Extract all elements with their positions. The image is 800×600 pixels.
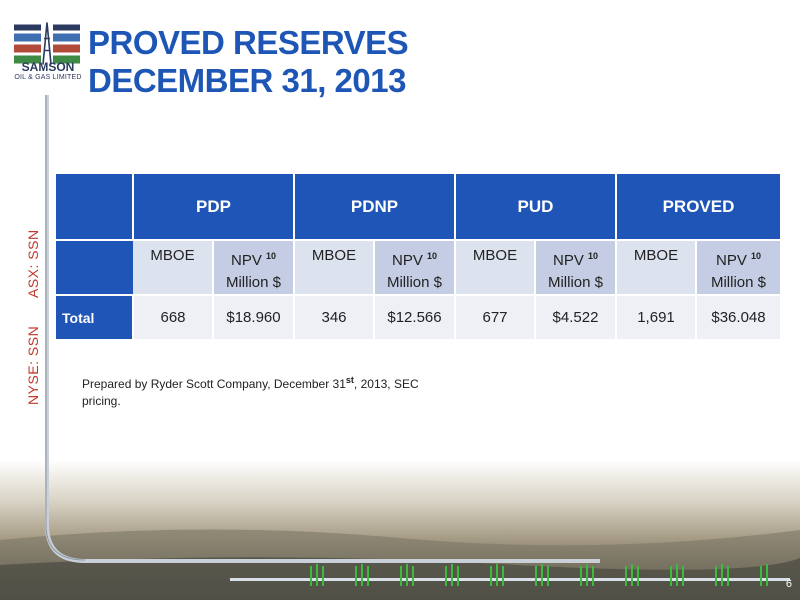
cell-pdnp-mboe: 346 xyxy=(294,294,375,339)
table-row-total: Total 668 $18.960 346 $12.566 677 $4.522… xyxy=(56,294,780,339)
cell-pdnp-npv: $12.566 xyxy=(374,294,456,339)
cell-proved-npv: $36.048 xyxy=(696,294,780,339)
slide-title: PROVED RESERVES DECEMBER 31, 2013 xyxy=(88,24,409,100)
subheader-mboe: MBOE xyxy=(455,239,536,295)
proved-reserves-table: PDP PDNP PUD PROVED MBOE NPV 10 Million $… xyxy=(56,174,780,339)
cell-pdp-npv: $18.960 xyxy=(213,294,295,339)
subheader-npv: NPV 10 Million $ xyxy=(696,239,780,295)
table-subheader-row: MBOE NPV 10 Million $ MBOE NPV 10 Million … xyxy=(56,239,780,295)
subheader-npv: NPV 10 Million $ xyxy=(213,239,295,295)
subheader-npv: NPV 10 Million $ xyxy=(374,239,456,295)
company-logo xyxy=(14,20,80,67)
ground-strata-background xyxy=(0,460,800,600)
header-blank-cell xyxy=(56,174,134,240)
subheader-mboe: MBOE xyxy=(133,239,214,295)
title-line-2: DECEMBER 31, 2013 xyxy=(88,62,406,99)
subheader-mboe: MBOE xyxy=(616,239,697,295)
cell-proved-mboe: 1,691 xyxy=(616,294,697,339)
header-pdnp: PDNP xyxy=(294,174,456,240)
asx-ticker: ASX: SSN xyxy=(25,229,41,298)
cell-pdp-mboe: 668 xyxy=(133,294,214,339)
logo-company-subtitle: OIL & GAS LIMITED xyxy=(14,74,82,81)
header-pdp: PDP xyxy=(133,174,295,240)
header-pud: PUD xyxy=(455,174,617,240)
wellbore-pipe xyxy=(45,95,600,563)
well-laterals xyxy=(310,564,768,586)
source-note: Prepared by Ryder Scott Company, Decembe… xyxy=(82,375,419,408)
page-number: 6 xyxy=(785,578,792,590)
table-header-row: PDP PDNP PUD PROVED xyxy=(56,174,780,240)
subheader-npv: NPV 10 Million $ xyxy=(535,239,617,295)
subheader-mboe: MBOE xyxy=(294,239,375,295)
logo-company-name: SAMSON xyxy=(21,60,75,74)
nyse-ticker: NYSE: SSN xyxy=(25,325,41,405)
header-proved: PROVED xyxy=(616,174,780,240)
subheader-blank-cell xyxy=(56,239,133,295)
cell-pud-npv: $4.522 xyxy=(535,294,617,339)
title-line-1: PROVED RESERVES xyxy=(88,24,409,61)
cell-pud-mboe: 677 xyxy=(455,294,536,339)
row-label-total: Total xyxy=(56,294,134,339)
